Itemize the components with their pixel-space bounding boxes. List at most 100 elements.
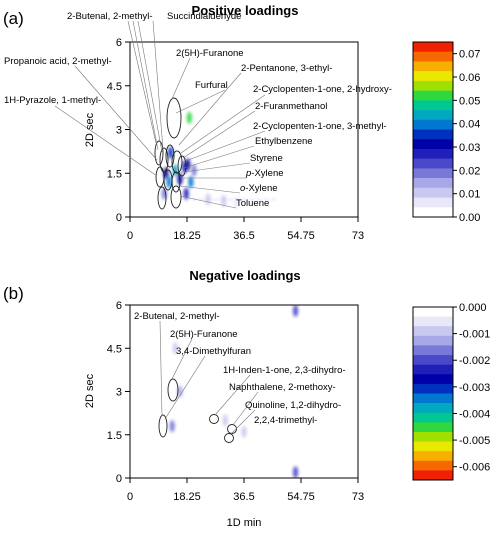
annotation-label: Quinoline, 1,2-dihydro- bbox=[245, 400, 341, 411]
colorbar-swatch bbox=[413, 470, 453, 481]
noise-mark bbox=[249, 198, 254, 201]
colorbar-swatch bbox=[413, 307, 453, 317]
colorbar-swatch bbox=[413, 71, 453, 82]
colorbar-swatch bbox=[413, 393, 453, 404]
y-tick-label: 4.5 bbox=[107, 81, 122, 93]
colorbar-tick-label: -0.004 bbox=[459, 408, 490, 420]
y-tick-label: 6 bbox=[116, 37, 122, 49]
colorbar-tick-label: 0.02 bbox=[459, 165, 480, 177]
colorbar-tick-label: 0.01 bbox=[459, 189, 480, 201]
x-tick-label: 54.75 bbox=[287, 230, 315, 242]
noise-mark bbox=[192, 198, 197, 201]
colorbar-swatch bbox=[413, 422, 453, 433]
annotation-label: 2-Butenal, 2-methyl- bbox=[67, 11, 153, 22]
annotation-label: 1H-Pyrazole, 1-methyl- bbox=[4, 95, 101, 106]
panel-a-title: Positive loadings bbox=[192, 3, 299, 18]
noise-mark bbox=[257, 198, 262, 201]
peak-spot bbox=[292, 466, 299, 478]
x-tick-label: 18.25 bbox=[173, 230, 201, 242]
peak-marker-ellipse bbox=[159, 147, 169, 173]
panel-a-leader-lines bbox=[54, 20, 266, 209]
colorbar-tick-label: 0.05 bbox=[459, 95, 480, 107]
annotation-label: o-Xylene bbox=[240, 183, 278, 194]
colorbar-swatch bbox=[413, 187, 453, 198]
annotation-label: Furfural bbox=[195, 80, 228, 91]
annotation-label: Toluene bbox=[236, 198, 269, 209]
panel-b-title: Negative loadings bbox=[189, 268, 300, 283]
annotation-label: 3,4-Dimethylfuran bbox=[176, 346, 251, 357]
peak-spot bbox=[177, 385, 183, 398]
colorbar-swatch bbox=[413, 42, 453, 53]
x-tick-label: 73 bbox=[352, 491, 364, 503]
colorbar-swatch bbox=[413, 316, 453, 327]
colorbar-swatch bbox=[413, 110, 453, 121]
colorbar-swatch bbox=[413, 460, 453, 471]
peak-spot bbox=[172, 342, 178, 355]
peak-marker-ellipse bbox=[177, 155, 187, 177]
colorbar-swatch bbox=[413, 451, 453, 462]
y-tick-label: 4.5 bbox=[107, 343, 122, 355]
y-tick-label: 0 bbox=[116, 473, 122, 485]
colorbar-swatch bbox=[413, 441, 453, 452]
colorbar-swatch bbox=[413, 207, 453, 218]
y-tick-label: 3 bbox=[116, 387, 122, 399]
annotation-label: 2-Cyclopenten-1-one, 2-hydroxy- bbox=[253, 84, 392, 95]
colorbar-swatch bbox=[413, 139, 453, 150]
peak-marker-ellipse bbox=[167, 378, 179, 402]
panel-b-label: (b) bbox=[3, 284, 24, 303]
panel-a-y-axis-label: 2D sec bbox=[84, 112, 96, 147]
annotation-label: 2-Furanmethanol bbox=[255, 101, 327, 112]
y-tick-label: 3 bbox=[116, 125, 122, 137]
peak-spot bbox=[221, 194, 227, 207]
colorbar-tick-label: 0.06 bbox=[459, 72, 480, 84]
colorbar-tick-label: 0.000 bbox=[459, 302, 487, 314]
colorbar-tick-label: -0.002 bbox=[459, 355, 490, 367]
panel-b-y-axis-label: 2D sec bbox=[84, 373, 96, 408]
peak-marker-ellipse bbox=[157, 186, 167, 210]
colorbar-tick-label: 0.03 bbox=[459, 142, 480, 154]
panel-a-peak-markers bbox=[154, 97, 187, 210]
colorbar-tick-label: -0.003 bbox=[459, 382, 490, 394]
colorbar-swatch bbox=[413, 178, 453, 189]
colorbar-swatch bbox=[413, 80, 453, 91]
panel-a-label: (a) bbox=[3, 9, 24, 28]
annotation-label: 2-Cyclopenten-1-one, 3-methyl- bbox=[253, 121, 387, 132]
annotation-label: 2,2,4-trimethyl- bbox=[254, 415, 317, 426]
panel-b-peaks bbox=[169, 305, 299, 478]
colorbar-swatch bbox=[413, 148, 453, 159]
x-tick-label: 0 bbox=[127, 491, 133, 503]
panel-b-axes: 0 18.25 36.5 54.75 73 0 1.5 3 4.5 6 bbox=[107, 300, 364, 503]
panel-b: (b) Negative loadings 2-Butenal, 2-methy… bbox=[3, 268, 490, 529]
peak-marker-ellipse bbox=[224, 433, 234, 443]
annotation-label: Ethylbenzene bbox=[255, 136, 313, 147]
peak-spot bbox=[292, 305, 299, 317]
peak-marker-ellipse bbox=[165, 144, 175, 168]
peak-marker-ellipse bbox=[227, 424, 237, 434]
annotation-label: 2(5H)-Furanone bbox=[176, 48, 244, 59]
colorbar-swatch bbox=[413, 374, 453, 385]
colorbar-tick-label: -0.001 bbox=[459, 329, 490, 341]
colorbar-swatch bbox=[413, 326, 453, 337]
annotation-label: 1H-Inden-1-one, 2,3-dihydro- bbox=[223, 365, 346, 376]
panel-b-colorbar: 0.000 -0.001 -0.002 -0.003 -0.004 -0.005 -0.00… bbox=[412, 302, 490, 481]
noise-mark bbox=[199, 198, 204, 201]
colorbar-tick-label: 0.04 bbox=[459, 119, 480, 131]
peak-spot bbox=[168, 146, 174, 159]
noise-mark bbox=[228, 198, 233, 201]
peak-spot bbox=[233, 196, 239, 209]
colorbar-swatch bbox=[413, 158, 453, 169]
annotation-label: Propanoic acid, 2-methyl- bbox=[4, 56, 112, 67]
peak-marker-ellipse bbox=[170, 185, 182, 209]
noise-mark bbox=[242, 198, 247, 201]
annotation-label: Styrene bbox=[250, 153, 283, 164]
panel-a: (a) Positive loadings bbox=[3, 3, 480, 242]
colorbar-frame bbox=[412, 306, 454, 481]
annotation-label: Naphthalene, 2-methoxy- bbox=[229, 382, 336, 393]
colorbar-swatch bbox=[413, 355, 453, 365]
annotation-label: 2(5H)-Furanone bbox=[170, 329, 238, 340]
colorbar-tick-label: 0.07 bbox=[459, 49, 480, 61]
y-tick-label: 6 bbox=[116, 300, 122, 312]
colorbar-tick-label: 0.00 bbox=[459, 212, 480, 224]
colorbar-frame bbox=[412, 41, 454, 218]
colorbar-swatch bbox=[413, 129, 453, 140]
